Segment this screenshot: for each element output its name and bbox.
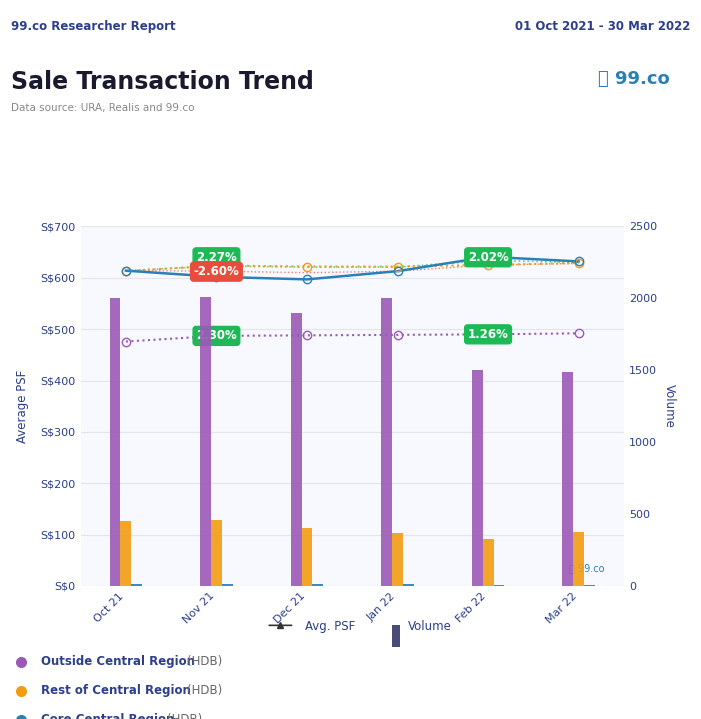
Text: 01 Oct 2021 - 30 Mar 2022: 01 Oct 2021 - 30 Mar 2022 — [515, 20, 690, 34]
Y-axis label: Average PSF: Average PSF — [16, 370, 29, 443]
Bar — [301, 528, 313, 586]
Bar — [472, 370, 482, 586]
Y-axis label: Volume: Volume — [663, 384, 676, 429]
Bar — [381, 298, 392, 586]
Text: -2.60%: -2.60% — [193, 265, 239, 278]
Text: Avg. PSF: Avg. PSF — [305, 620, 355, 633]
Text: (HDB): (HDB) — [187, 656, 222, 669]
Text: 2.27%: 2.27% — [196, 251, 237, 264]
Bar — [392, 533, 403, 586]
Bar — [109, 298, 121, 586]
Bar — [573, 532, 584, 586]
Bar — [131, 585, 142, 586]
Text: 📍 99.co: 📍 99.co — [569, 564, 605, 574]
Bar — [482, 539, 494, 586]
Bar — [403, 585, 414, 586]
Bar — [222, 585, 233, 586]
Text: Data source: URA, Realis and 99.co: Data source: URA, Realis and 99.co — [11, 103, 194, 113]
Text: 99.co Researcher Report: 99.co Researcher Report — [11, 20, 175, 34]
Text: Rest of Central Region: Rest of Central Region — [41, 684, 195, 697]
Text: (HDB): (HDB) — [187, 684, 222, 697]
Text: Outside Central Region: Outside Central Region — [41, 656, 199, 669]
Text: Sale Transaction Trend: Sale Transaction Trend — [11, 70, 313, 93]
Text: 📍 99.co: 📍 99.co — [598, 70, 669, 88]
Bar — [313, 585, 323, 586]
Bar — [562, 372, 573, 586]
Text: 1.26%: 1.26% — [468, 328, 508, 341]
Text: (HDB): (HDB) — [168, 713, 203, 719]
Bar — [291, 313, 301, 586]
Bar — [494, 585, 505, 586]
Bar — [211, 520, 222, 586]
Bar — [392, 626, 400, 647]
Text: Core Central Region: Core Central Region — [41, 713, 178, 719]
Bar — [121, 521, 131, 586]
Bar — [584, 585, 595, 586]
Text: Volume: Volume — [408, 620, 452, 633]
Bar — [200, 297, 211, 586]
Text: 2.02%: 2.02% — [468, 251, 508, 264]
Text: 2.30%: 2.30% — [196, 329, 237, 342]
